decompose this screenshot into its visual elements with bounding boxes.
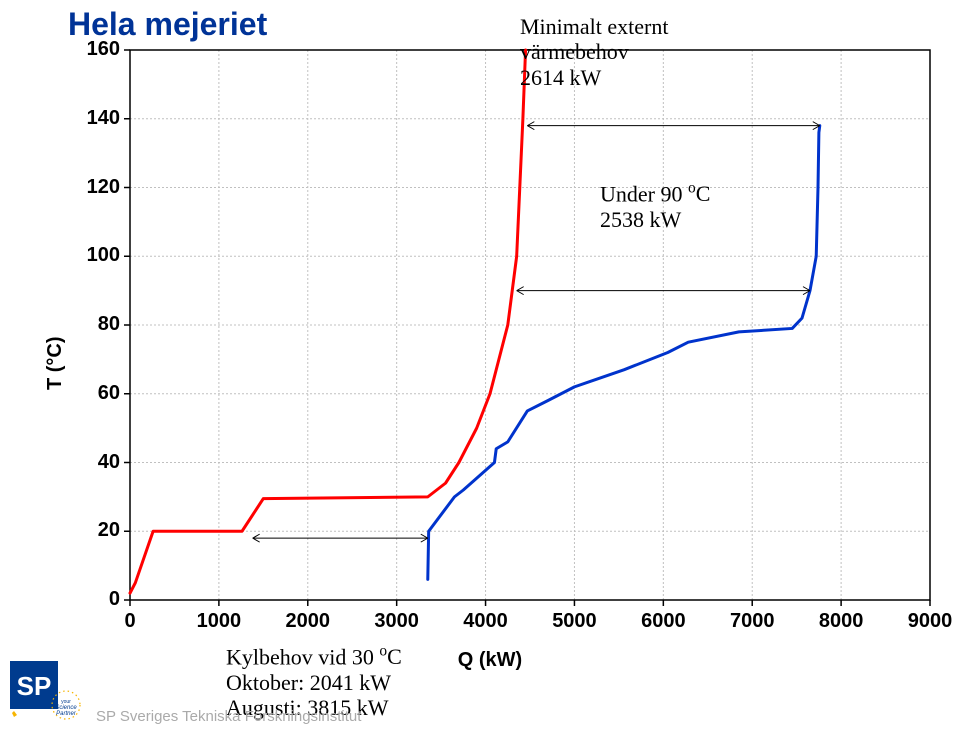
annotation-text: 2538 kW	[600, 207, 681, 232]
y-tick: 0	[80, 588, 120, 611]
x-tick: 6000	[638, 610, 688, 633]
y-tick: 40	[80, 451, 120, 474]
page: Hela mejeriet T (°C) Q (kW) 020406080100…	[0, 0, 960, 741]
annotation-text: Minimalt externt	[520, 14, 668, 39]
y-tick: 140	[80, 107, 120, 130]
annotation-text: Kylbehov vid 30	[226, 644, 374, 669]
degree-mark: oC	[379, 644, 401, 669]
annotation-under-90: Under 90 oC 2538 kW	[600, 180, 710, 232]
degree-mark: oC	[688, 181, 710, 206]
annotation-text: Under 90	[600, 181, 682, 206]
x-tick: 8000	[816, 610, 866, 633]
y-tick: 120	[80, 176, 120, 199]
annotation-text: 2614 kW	[520, 65, 601, 90]
x-axis-label: Q (kW)	[40, 649, 940, 672]
y-tick: 100	[80, 244, 120, 267]
x-tick: 9000	[905, 610, 955, 633]
annotation-text: värmebehov	[520, 39, 629, 64]
plot-svg	[40, 20, 940, 660]
chart: T (°C) Q (kW) 0 20 40 60 80 100 120 140 160 0 100…	[40, 20, 940, 680]
x-tick: 0	[105, 610, 155, 633]
x-tick: 3000	[372, 610, 422, 633]
sp-logo: SP your Science Partner	[10, 661, 90, 731]
y-tick: 160	[80, 38, 120, 61]
y-tick: 20	[80, 519, 120, 542]
annotation-text: Oktober: 2041 kW	[226, 670, 391, 695]
x-tick: 4000	[461, 610, 511, 633]
y-axis-label: T (°C)	[44, 336, 67, 390]
svg-text:SP: SP	[17, 671, 52, 701]
y-tick: 60	[80, 382, 120, 405]
annotation-heat-demand: Minimalt externt värmebehov 2614 kW	[520, 14, 668, 90]
x-tick: 1000	[194, 610, 244, 633]
footer-org: SP Sveriges Tekniska Forskningsinstitut	[96, 708, 361, 725]
svg-text:Partner: Partner	[56, 711, 77, 717]
x-tick: 5000	[549, 610, 599, 633]
x-tick: 2000	[283, 610, 333, 633]
y-tick: 80	[80, 313, 120, 336]
x-tick: 7000	[727, 610, 777, 633]
